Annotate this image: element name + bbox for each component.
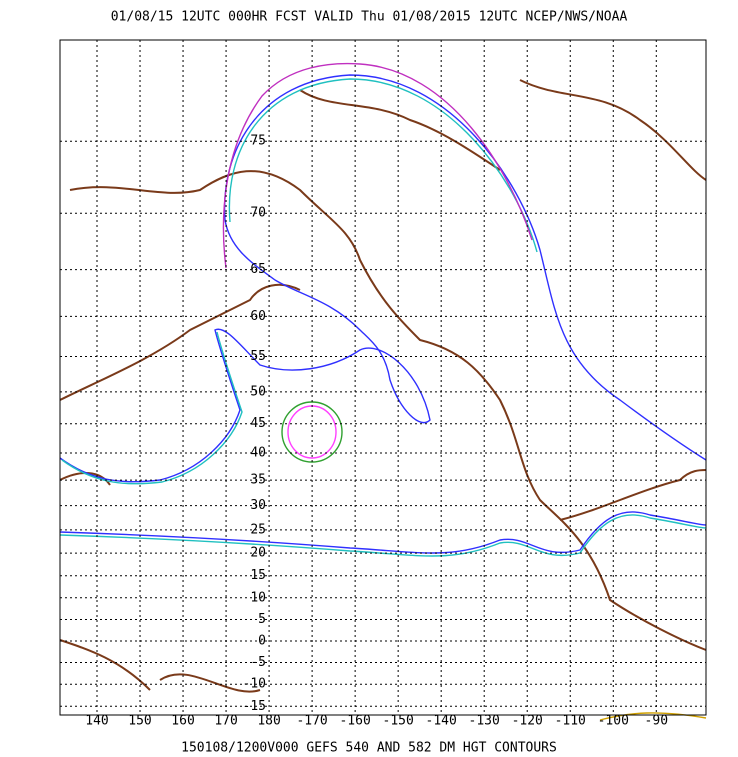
latitude-label: 45 (250, 416, 266, 431)
longitude-label: 170 (214, 714, 237, 729)
latitude-label: 40 (250, 445, 266, 460)
longitude-label: -150 (383, 714, 414, 729)
header: 01/08/15 12UTC 000HR FCST VALID Thu 01/0… (111, 10, 628, 25)
map-frame (59, 39, 707, 716)
latitude-label: 65 (250, 262, 266, 277)
longitude-label: 150 (128, 714, 151, 729)
latitude-label: 35 (250, 473, 266, 488)
latitude-label: 5 (258, 612, 266, 627)
latitude-label: 0 (258, 634, 266, 649)
longitude-label: 140 (85, 714, 108, 729)
longitude-label: 160 (171, 714, 194, 729)
latitude-label: 70 (250, 206, 266, 221)
coastlines (59, 79, 707, 693)
graticule-labels: 757065605550454035302520151050-5-10-1514… (85, 134, 668, 729)
longitude-label: -130 (469, 714, 500, 729)
longitude-label: -120 (512, 714, 543, 729)
latitude-label: 15 (250, 568, 266, 583)
latitude-label: 10 (250, 590, 266, 605)
latitude-label: 55 (250, 349, 266, 364)
longitude-label: -110 (555, 714, 586, 729)
footer: 150108/1200V000 GEFS 540 AND 582 DM HGT … (181, 741, 557, 756)
longitude-label: -140 (426, 714, 457, 729)
latitude-label: -10 (243, 677, 266, 692)
latitude-label: -5 (250, 655, 266, 670)
latitude-label: -15 (243, 699, 266, 714)
latitude-label: 25 (250, 522, 266, 537)
latitude-label: 75 (250, 134, 266, 149)
latitude-label: 50 (250, 384, 266, 399)
longitude-label: 180 (257, 714, 280, 729)
longitude-label: -160 (339, 714, 370, 729)
latitude-label: 30 (250, 498, 266, 513)
graticule (60, 40, 706, 715)
latitude-label: 20 (250, 546, 266, 561)
longitude-label: -170 (296, 714, 327, 729)
longitude-label: -90 (645, 714, 668, 729)
longitude-label: -100 (598, 714, 629, 729)
latitude-label: 60 (250, 309, 266, 324)
